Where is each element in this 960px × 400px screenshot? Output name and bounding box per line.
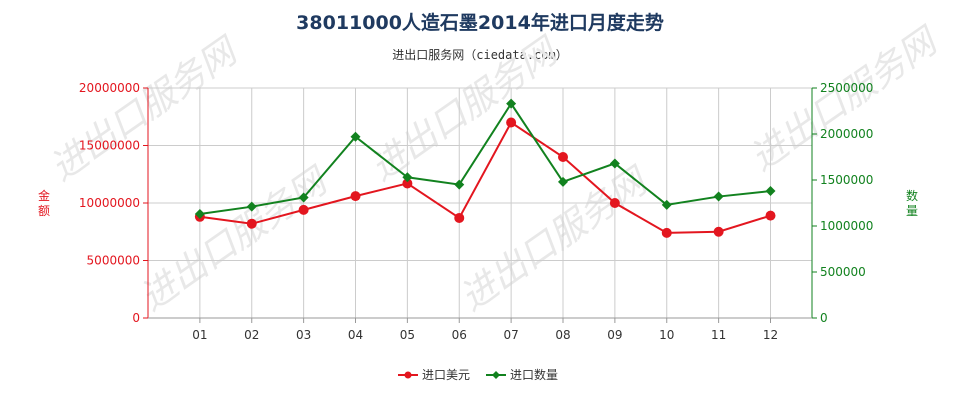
legend-item-usd-label[interactable]: 进口美元 bbox=[422, 368, 470, 382]
right-axis-tick-label: 2500000 bbox=[820, 81, 873, 95]
left-axis-tick-label: 10000000 bbox=[79, 196, 140, 210]
x-axis-tick-label: 06 bbox=[452, 328, 467, 342]
right-axis-tick-label: 500000 bbox=[820, 265, 866, 279]
watermark-text: 进出口服务网 bbox=[453, 160, 657, 320]
x-axis-tick-label: 08 bbox=[555, 328, 570, 342]
watermark-text: 进出口服务网 bbox=[133, 160, 337, 320]
legend-item-usd-marker bbox=[404, 371, 412, 379]
right-axis-tick-label: 0 bbox=[820, 311, 828, 325]
axes-layer: 0 5000000 10000000 15000000 20000000 0 500000 1… bbox=[38, 81, 918, 342]
x-axis-tick-label: 09 bbox=[607, 328, 622, 342]
left-axis-tick-label: 20000000 bbox=[79, 81, 140, 95]
left-axis-tick-label: 15000000 bbox=[79, 139, 140, 153]
watermark-text: 进出口服务网 bbox=[743, 20, 947, 180]
chart-subtitle: 进出口服务网（ciedata.com） bbox=[392, 48, 568, 62]
data-point-usd[interactable] bbox=[609, 198, 620, 208]
data-point-qty[interactable] bbox=[454, 179, 465, 190]
x-axis-tick-label: 05 bbox=[400, 328, 415, 342]
watermark-text: 进出口服务网 bbox=[43, 30, 247, 190]
data-point-qty[interactable] bbox=[246, 201, 257, 212]
right-axis-tick-label: 2000000 bbox=[820, 127, 873, 141]
chart-title: 38011000人造石墨2014年进口月度走势 bbox=[296, 12, 664, 34]
data-point-qty[interactable] bbox=[661, 199, 672, 210]
series-line-usd bbox=[199, 121, 771, 234]
legend-item-qty-label[interactable]: 进口数量 bbox=[510, 367, 558, 382]
legend[interactable]: 进口美元 进口数量 bbox=[398, 367, 558, 382]
data-point-qty[interactable] bbox=[402, 172, 413, 183]
data-point-qty[interactable] bbox=[713, 191, 724, 202]
data-point-qty[interactable] bbox=[298, 192, 309, 203]
x-axis-tick-label: 12 bbox=[763, 328, 778, 342]
data-point-usd[interactable] bbox=[661, 227, 672, 238]
left-axis-tick-label: 5000000 bbox=[87, 254, 140, 268]
legend-item-qty-marker bbox=[492, 371, 500, 379]
data-point-qty[interactable] bbox=[194, 209, 205, 220]
data-point-usd[interactable] bbox=[454, 212, 465, 223]
grid-layer bbox=[147, 87, 813, 319]
x-axis-tick-label: 10 bbox=[659, 328, 674, 342]
right-axis-title: 量 bbox=[906, 204, 918, 218]
data-point-qty[interactable] bbox=[609, 158, 620, 169]
series-line-qty bbox=[199, 101, 771, 216]
x-axis-tick-label: 11 bbox=[711, 328, 726, 342]
series-layer bbox=[194, 98, 776, 238]
right-axis-title: 数 bbox=[906, 188, 918, 203]
data-point-usd[interactable] bbox=[765, 210, 776, 221]
data-point-qty[interactable] bbox=[558, 176, 568, 187]
data-point-usd[interactable] bbox=[298, 204, 309, 215]
data-point-usd[interactable] bbox=[558, 152, 568, 162]
left-axis-title: 额 bbox=[38, 204, 50, 218]
data-point-qty[interactable] bbox=[350, 131, 361, 142]
x-axis-tick-label: 03 bbox=[296, 328, 311, 342]
x-axis-tick-label: 07 bbox=[503, 328, 518, 342]
x-axis-tick-label: 01 bbox=[192, 328, 207, 342]
data-point-usd[interactable] bbox=[246, 218, 257, 229]
data-point-qty[interactable] bbox=[506, 98, 517, 109]
data-point-qty[interactable] bbox=[765, 186, 776, 197]
left-axis-title: 金 bbox=[38, 188, 50, 203]
x-axis-tick-label: 02 bbox=[244, 328, 259, 342]
data-point-usd[interactable] bbox=[506, 117, 517, 128]
data-point-usd[interactable] bbox=[713, 226, 724, 237]
x-axis-tick-label: 04 bbox=[348, 328, 363, 342]
right-axis-tick-label: 1500000 bbox=[820, 173, 873, 187]
data-point-usd[interactable] bbox=[350, 191, 361, 202]
right-axis-tick-label: 1000000 bbox=[820, 219, 873, 233]
data-point-usd[interactable] bbox=[402, 178, 413, 189]
left-axis-tick-label: 0 bbox=[132, 311, 140, 325]
